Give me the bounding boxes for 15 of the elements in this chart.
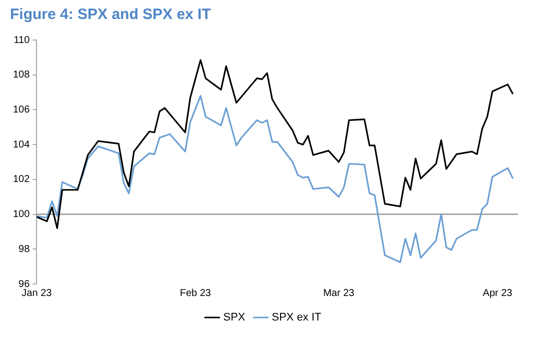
x-tick-label: Mar 23 [323, 288, 355, 299]
x-tick-label: Feb 23 [180, 288, 212, 299]
x-tick-label: Apr 23 [482, 288, 513, 299]
y-tick-label: 108 [12, 70, 30, 81]
legend-label: SPX [223, 312, 246, 324]
y-tick-label: 100 [12, 209, 30, 220]
y-tick-label: 110 [14, 34, 30, 46]
y-tick-label: 106 [12, 104, 30, 116]
legend-label: SPX ex IT [272, 312, 322, 324]
y-tick-label: 96 [18, 278, 30, 290]
chart-title: Figure 4: SPX and SPX ex IT [10, 6, 211, 24]
x-tick-label: Jan 23 [22, 288, 52, 299]
y-tick-label: 104 [12, 139, 30, 150]
y-tick-label: 102 [12, 174, 30, 186]
y-tick-label: 98 [18, 244, 30, 255]
